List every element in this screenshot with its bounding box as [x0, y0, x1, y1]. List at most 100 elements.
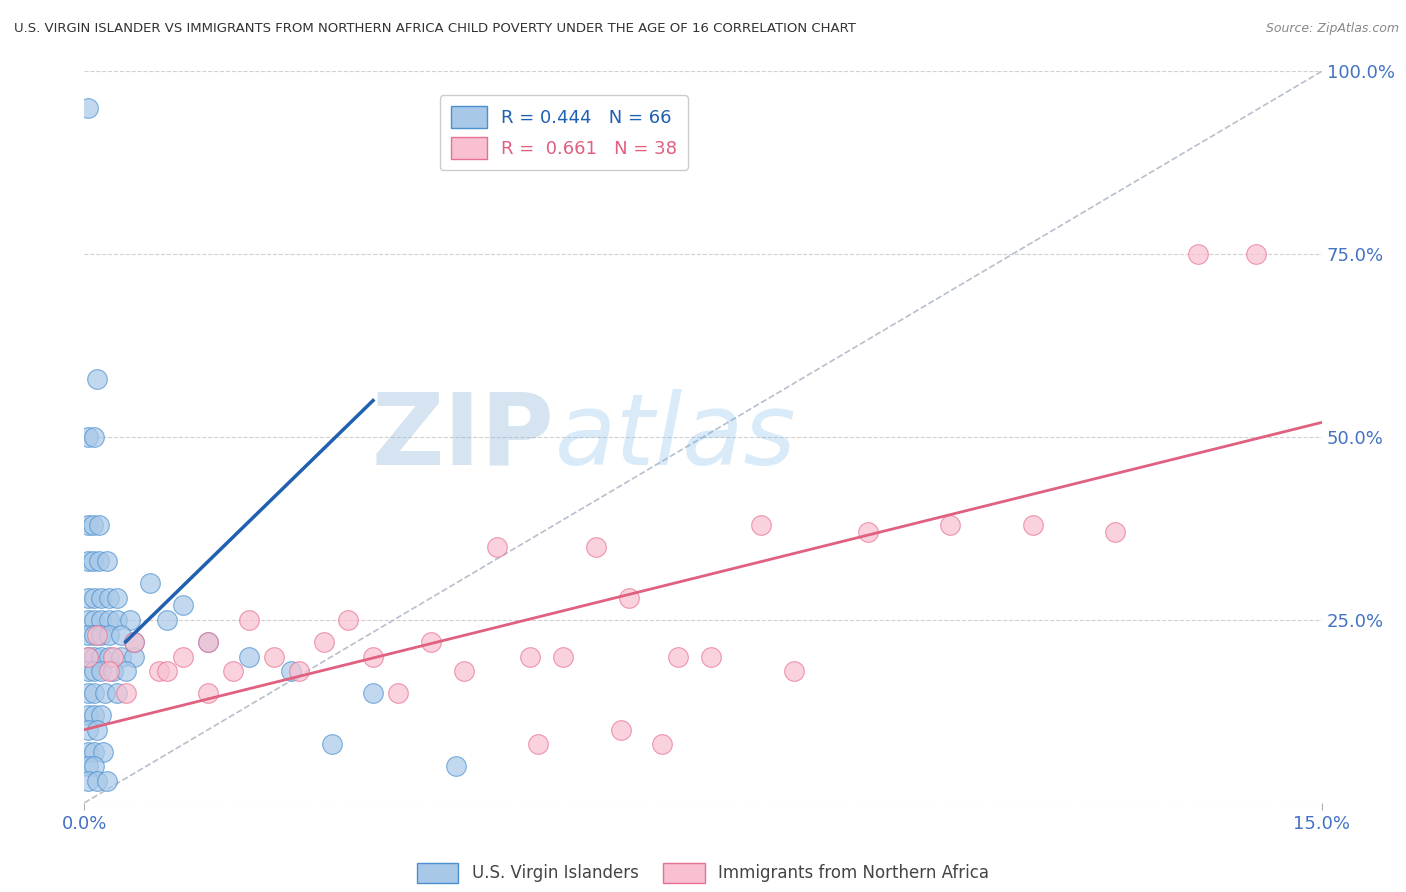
Text: U.S. VIRGIN ISLANDER VS IMMIGRANTS FROM NORTHERN AFRICA CHILD POVERTY UNDER THE : U.S. VIRGIN ISLANDER VS IMMIGRANTS FROM …: [14, 22, 856, 36]
Point: [86, 627, 108, 641]
Point: [238, 649, 260, 664]
Point: [90, 627, 112, 641]
Point: [197, 635, 219, 649]
Point: [83, 745, 105, 759]
Point: [197, 635, 219, 649]
Point: [666, 649, 689, 664]
Point: [585, 540, 607, 554]
Text: Source: ZipAtlas.com: Source: ZipAtlas.com: [1265, 22, 1399, 36]
Point: [172, 649, 194, 664]
Point: [172, 599, 194, 613]
Point: [96, 554, 118, 568]
Point: [103, 649, 125, 664]
Point: [139, 576, 162, 591]
Point: [90, 613, 112, 627]
Point: [1104, 525, 1126, 540]
Point: [94, 686, 117, 700]
Point: [90, 591, 112, 605]
Point: [77, 649, 100, 664]
Point: [86, 723, 108, 737]
Point: [651, 737, 673, 751]
Point: [77, 591, 100, 605]
Text: atlas: atlas: [554, 389, 796, 485]
Point: [83, 686, 105, 700]
Point: [453, 664, 475, 678]
Point: [89, 554, 111, 568]
Point: [519, 649, 541, 664]
Point: [77, 664, 100, 678]
Point: [122, 635, 145, 649]
Point: [939, 517, 962, 532]
Point: [86, 371, 108, 385]
Point: [103, 664, 125, 678]
Point: [90, 708, 112, 723]
Point: [90, 649, 112, 664]
Point: [280, 664, 302, 678]
Point: [105, 686, 128, 700]
Point: [222, 664, 245, 678]
Point: [110, 649, 132, 664]
Point: [77, 613, 100, 627]
Point: [98, 627, 121, 641]
Point: [83, 627, 105, 641]
Point: [77, 101, 100, 115]
Point: [98, 591, 121, 605]
Point: [83, 649, 105, 664]
Point: [77, 759, 100, 773]
Point: [1187, 247, 1209, 261]
Point: [83, 664, 105, 678]
Point: [419, 635, 441, 649]
Point: [156, 613, 179, 627]
Point: [156, 664, 179, 678]
Point: [98, 613, 121, 627]
Point: [361, 686, 384, 700]
Point: [83, 613, 105, 627]
Point: [197, 686, 219, 700]
Point: [77, 430, 100, 444]
Point: [337, 613, 360, 627]
Point: [77, 773, 100, 788]
Point: [89, 517, 111, 532]
Point: [387, 686, 409, 700]
Point: [105, 591, 128, 605]
Point: [485, 540, 508, 554]
Point: [77, 649, 100, 664]
Point: [96, 773, 118, 788]
Point: [700, 649, 723, 664]
Point: [617, 591, 640, 605]
Point: [114, 664, 136, 678]
Point: [98, 649, 121, 664]
Point: [77, 517, 100, 532]
Point: [238, 613, 260, 627]
Point: [1022, 517, 1045, 532]
Point: [527, 737, 550, 751]
Point: [122, 649, 145, 664]
Point: [77, 723, 100, 737]
Point: [783, 664, 806, 678]
Point: [77, 686, 100, 700]
Point: [122, 635, 145, 649]
Point: [91, 745, 114, 759]
Point: [551, 649, 574, 664]
Point: [82, 554, 104, 568]
Point: [856, 525, 879, 540]
Point: [83, 708, 105, 723]
Point: [86, 773, 108, 788]
Point: [77, 554, 100, 568]
Point: [114, 686, 136, 700]
Point: [288, 664, 311, 678]
Text: ZIP: ZIP: [371, 389, 554, 485]
Point: [444, 759, 467, 773]
Point: [263, 649, 285, 664]
Point: [312, 635, 335, 649]
Point: [105, 613, 128, 627]
Point: [82, 517, 104, 532]
Point: [118, 613, 141, 627]
Legend: U.S. Virgin Islanders, Immigrants from Northern Africa: U.S. Virgin Islanders, Immigrants from N…: [411, 856, 995, 889]
Point: [148, 664, 170, 678]
Point: [110, 627, 132, 641]
Point: [321, 737, 343, 751]
Point: [90, 664, 112, 678]
Point: [83, 430, 105, 444]
Point: [83, 591, 105, 605]
